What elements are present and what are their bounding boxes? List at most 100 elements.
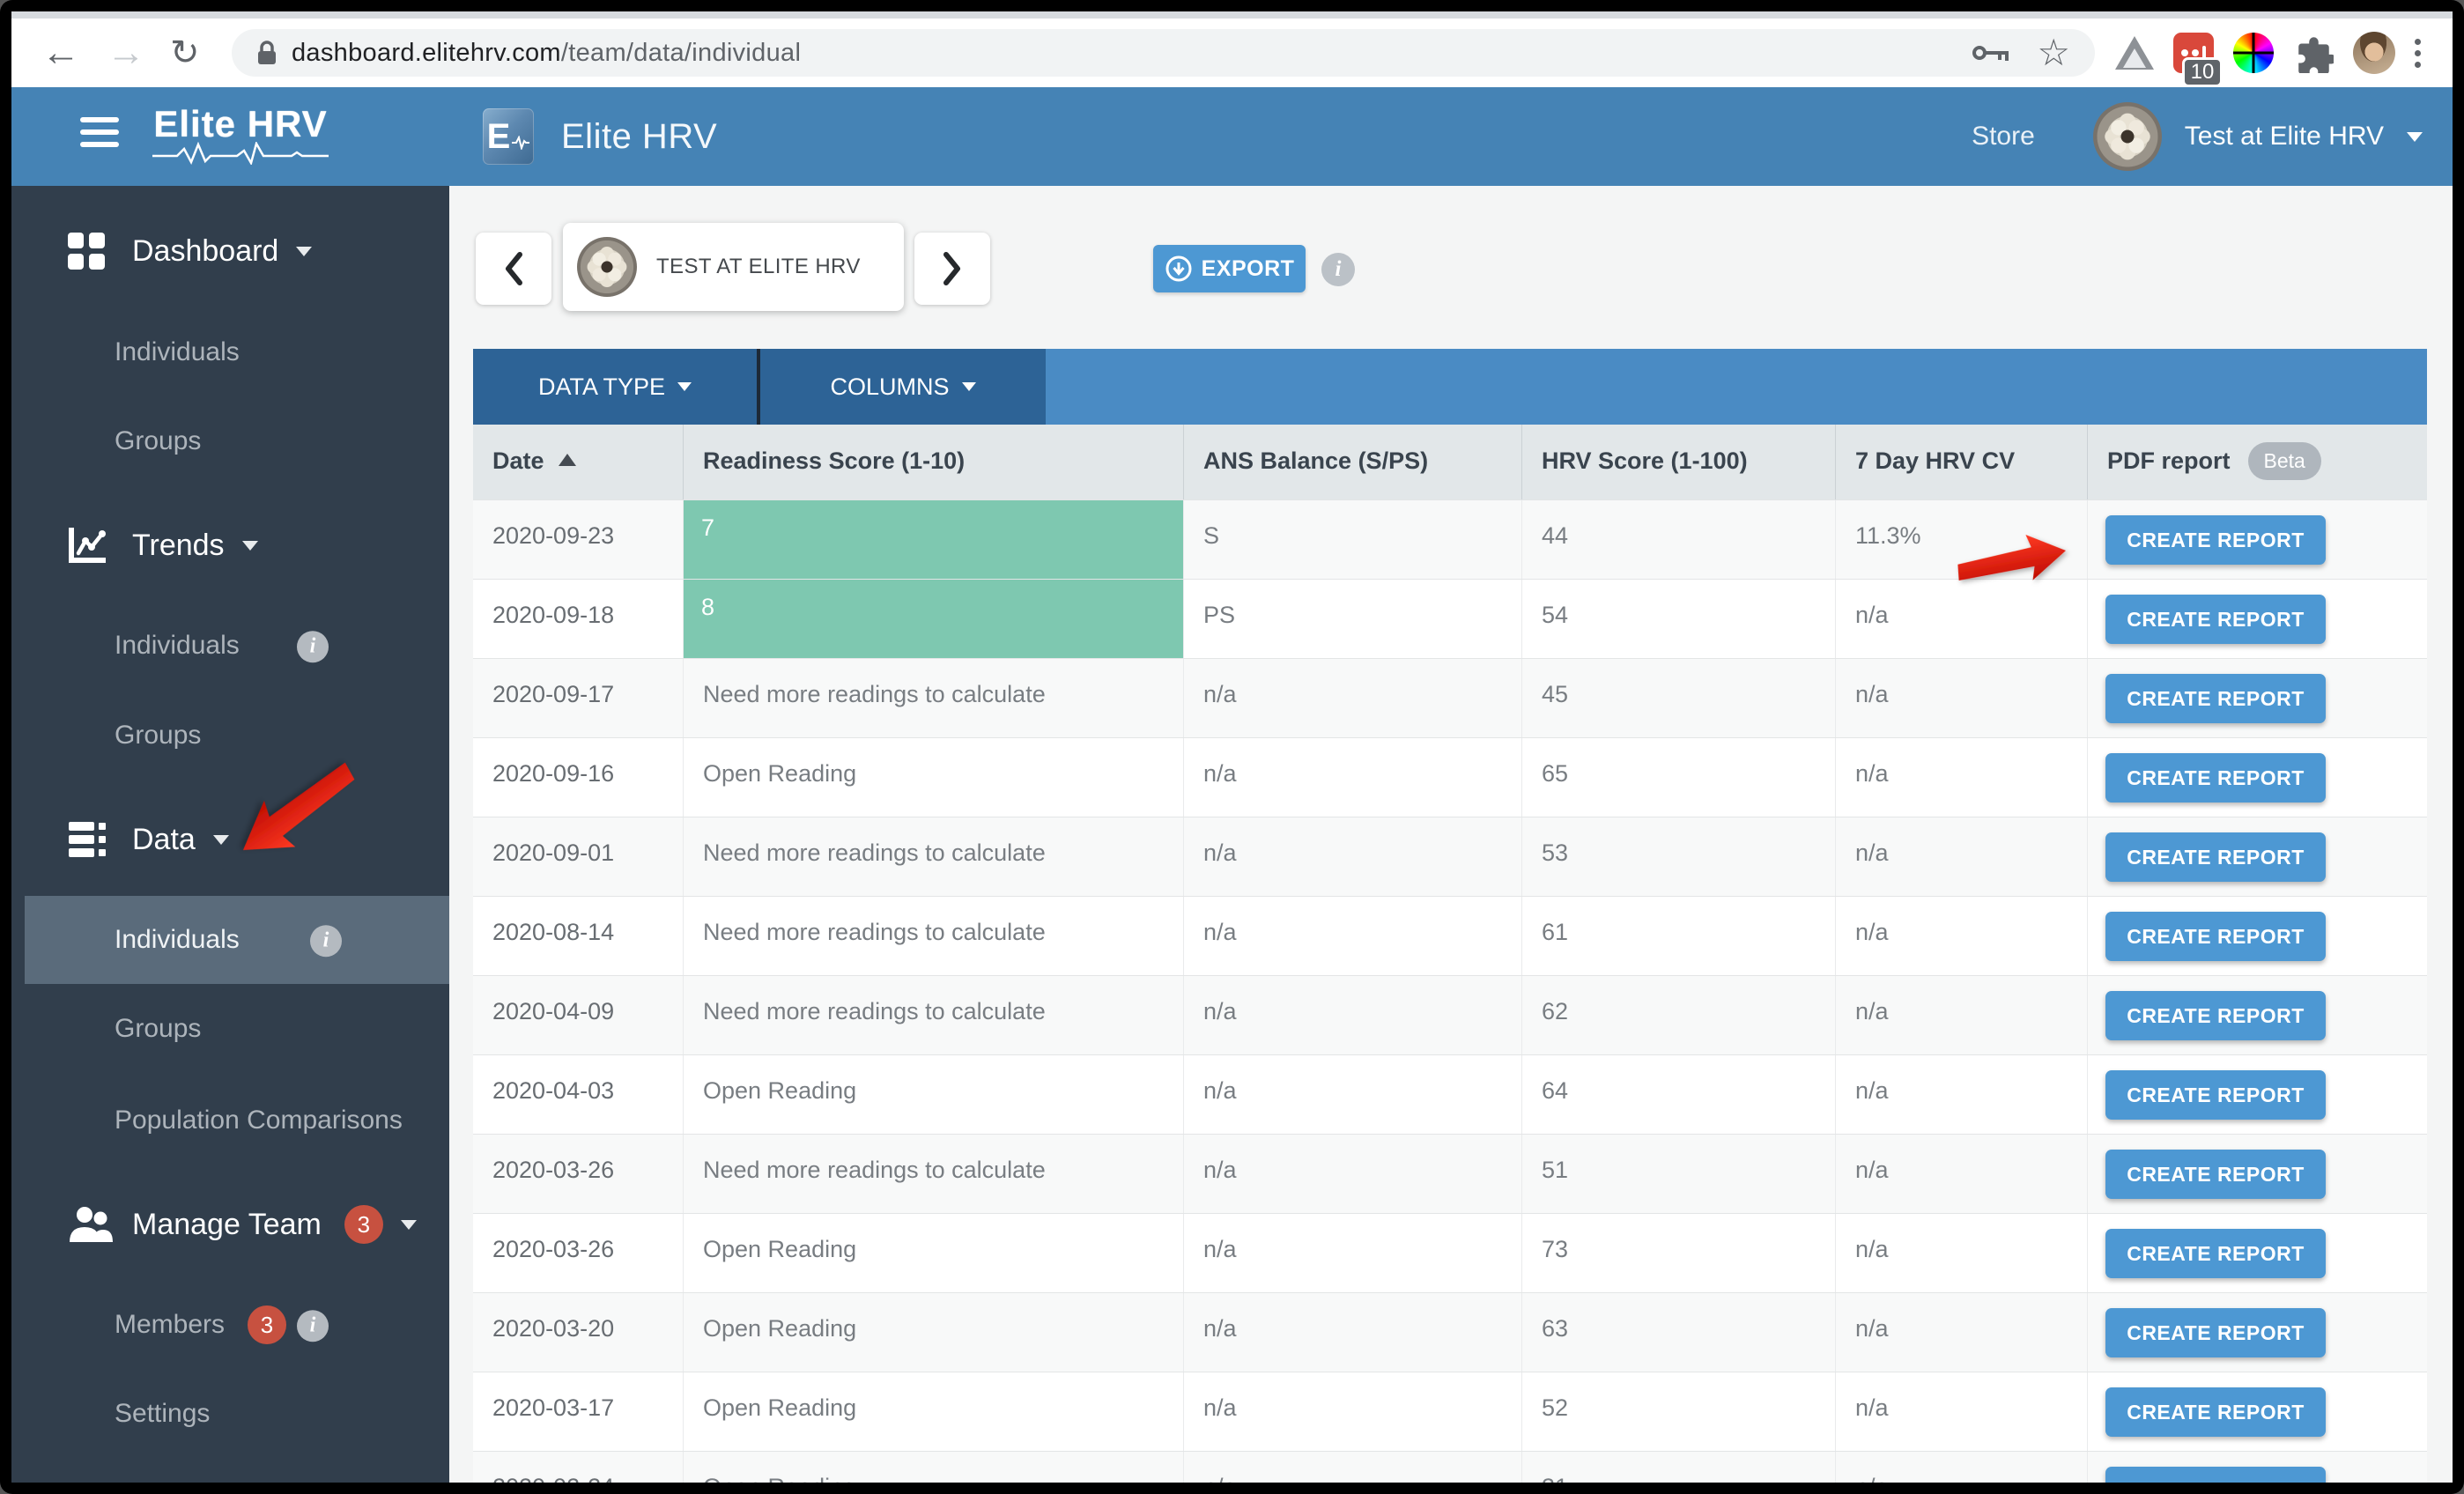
sidebar-item-individuals[interactable]: Individuals i bbox=[11, 602, 449, 690]
create-report-button[interactable]: CREATE REPORT bbox=[2105, 912, 2326, 961]
url-domain: dashboard.elitehrv.com bbox=[292, 38, 561, 67]
cell-pdf-report: CREATE REPORT bbox=[2088, 1135, 2427, 1213]
count-badge: 3 bbox=[248, 1305, 287, 1344]
sidebar-item-members[interactable]: Members 3 i bbox=[11, 1281, 449, 1369]
sidebar-item-trends[interactable]: Trends bbox=[11, 501, 449, 589]
table-row: 2020-09-16 Open Reading n/a 65 n/a CREAT… bbox=[473, 737, 2427, 817]
info-icon[interactable]: i bbox=[297, 629, 329, 662]
create-report-button[interactable]: CREATE REPORT bbox=[2105, 1070, 2326, 1120]
export-button[interactable]: EXPORT bbox=[1153, 245, 1306, 292]
column-header-pdf-report[interactable]: PDF report Beta bbox=[2088, 425, 2427, 499]
cell-date: 2020-09-16 bbox=[473, 738, 684, 817]
cell-hrv-score: 73 bbox=[1522, 1214, 1836, 1292]
cell-pdf-report: CREATE REPORT bbox=[2088, 659, 2427, 737]
create-report-button[interactable]: CREATE REPORT bbox=[2105, 674, 2326, 723]
cell-ans-balance: n/a bbox=[1184, 897, 1522, 975]
store-link[interactable]: Store bbox=[1972, 122, 2035, 151]
column-header-readiness[interactable]: Readiness Score (1-10) bbox=[684, 425, 1184, 499]
column-header-ans-balance[interactable]: ANS Balance (S/PS) bbox=[1184, 425, 1522, 499]
account-avatar[interactable] bbox=[2092, 102, 2162, 171]
columns-dropdown[interactable]: COLUMNS bbox=[760, 349, 1046, 425]
sidebar-item-settings[interactable]: Settings bbox=[11, 1370, 449, 1458]
account-caret-icon[interactable] bbox=[2407, 131, 2423, 142]
table-row: 2020-03-17 Open Reading n/a 52 n/a CREAT… bbox=[473, 1372, 2427, 1451]
password-key-icon[interactable] bbox=[1972, 42, 2010, 63]
column-header-date[interactable]: Date bbox=[473, 425, 684, 499]
sidebar-item-population-comparisons[interactable]: Population Comparisons bbox=[11, 1076, 449, 1165]
cell-date: 2020-04-03 bbox=[473, 1055, 684, 1134]
cell-ans-balance: n/a bbox=[1184, 659, 1522, 737]
table-row: 2020-03-20 Open Reading n/a 63 n/a CREAT… bbox=[473, 1292, 2427, 1372]
hamburger-menu-icon[interactable] bbox=[80, 117, 119, 154]
create-report-button[interactable]: CREATE REPORT bbox=[2105, 832, 2326, 882]
account-menu[interactable]: Test at Elite HRV bbox=[2184, 122, 2384, 151]
toolbar-divider bbox=[757, 349, 760, 425]
cell-7day-hrv-cv: n/a bbox=[1836, 580, 2088, 658]
create-report-button[interactable]: CREATE REPORT bbox=[2105, 991, 2326, 1040]
create-report-button[interactable]: CREATE REPORT bbox=[2105, 515, 2326, 565]
create-report-button[interactable]: CREATE REPORT bbox=[2105, 1387, 2326, 1437]
previous-person-button[interactable] bbox=[476, 233, 551, 305]
data-type-label: DATA TYPE bbox=[537, 373, 666, 400]
column-header-hrv-score[interactable]: HRV Score (1-100) bbox=[1522, 425, 1836, 499]
cell-readiness-score: Open Reading bbox=[684, 1452, 1184, 1483]
chevron-left-icon bbox=[506, 252, 522, 285]
brand-logo[interactable]: Elite HRV bbox=[152, 103, 329, 165]
browser-profile-avatar[interactable] bbox=[2353, 32, 2395, 74]
address-bar[interactable]: dashboard.elitehrv.com/team/data/individ… bbox=[232, 29, 2095, 77]
cell-7day-hrv-cv: n/a bbox=[1836, 897, 2088, 975]
table-row: 2020-03-26 Open Reading n/a 73 n/a CREAT… bbox=[473, 1213, 2427, 1292]
table-header-row: Date Readiness Score (1-10) ANS Balance … bbox=[473, 425, 2427, 499]
cell-hrv-score: 62 bbox=[1522, 976, 1836, 1054]
sidebar-item-individuals[interactable]: Individuals bbox=[11, 308, 449, 396]
cell-ans-balance: n/a bbox=[1184, 976, 1522, 1054]
sidebar-item-label: Members bbox=[115, 1310, 226, 1339]
create-report-button[interactable]: CREATE REPORT bbox=[2105, 1150, 2326, 1199]
browser-menu-icon[interactable] bbox=[2415, 38, 2421, 68]
drive-extension-icon[interactable] bbox=[2115, 36, 2154, 70]
browser-forward-icon[interactable]: → bbox=[107, 31, 145, 74]
sidebar-item-groups[interactable]: Groups bbox=[11, 692, 449, 780]
red-extension-icon[interactable]: 10 bbox=[2173, 33, 2223, 87]
download-icon bbox=[1165, 255, 1192, 282]
bookmark-star-icon[interactable]: ☆ bbox=[2037, 32, 2070, 73]
create-report-button[interactable]: CREATE REPORT bbox=[2105, 1467, 2326, 1483]
create-report-button[interactable]: CREATE REPORT bbox=[2105, 595, 2326, 644]
export-info-icon[interactable]: i bbox=[1321, 253, 1355, 286]
cell-7day-hrv-cv: n/a bbox=[1836, 1293, 2088, 1372]
cell-pdf-report: CREATE REPORT bbox=[2088, 580, 2427, 658]
sidebar-item-individuals[interactable]: Individuals i bbox=[25, 896, 449, 984]
sidebar-item-groups[interactable]: Groups bbox=[11, 985, 449, 1073]
cell-7day-hrv-cv: n/a bbox=[1836, 1135, 2088, 1213]
create-report-button[interactable]: CREATE REPORT bbox=[2105, 753, 2326, 802]
column-header-7day-cv[interactable]: 7 Day HRV CV bbox=[1836, 425, 2088, 499]
browser-reload-icon[interactable]: ↻ bbox=[170, 33, 200, 72]
sidebar-item-dashboard[interactable]: Dashboard bbox=[11, 207, 449, 295]
create-report-button[interactable]: CREATE REPORT bbox=[2105, 1308, 2326, 1357]
cell-date: 2020-03-20 bbox=[473, 1293, 684, 1372]
cell-7day-hrv-cv: n/a bbox=[1836, 738, 2088, 817]
cell-date: 2020-03-26 bbox=[473, 1214, 684, 1292]
info-icon[interactable]: i bbox=[310, 923, 342, 957]
sidebar-item-label: Trends bbox=[132, 528, 225, 562]
create-report-button[interactable]: CREATE REPORT bbox=[2105, 1229, 2326, 1278]
cell-ans-balance: S bbox=[1184, 500, 1522, 579]
extensions-puzzle-icon[interactable] bbox=[2293, 33, 2334, 73]
cell-hrv-score: 52 bbox=[1522, 1372, 1836, 1451]
window-top-strip bbox=[11, 11, 2453, 18]
next-person-button[interactable] bbox=[914, 233, 990, 305]
sidebar-item-manage-team[interactable]: Manage Team 3 bbox=[11, 1180, 449, 1268]
color-wheel-extension-icon[interactable] bbox=[2233, 33, 2274, 73]
beta-badge: Beta bbox=[2247, 442, 2321, 480]
info-icon[interactable]: i bbox=[297, 1308, 329, 1342]
table-row: 2020-03-26 Need more readings to calcula… bbox=[473, 1134, 2427, 1213]
sidebar-item-label: Population Comparisons bbox=[115, 1106, 403, 1135]
data-type-dropdown[interactable]: DATA TYPE bbox=[473, 349, 757, 425]
sidebar-item-label: Manage Team bbox=[132, 1207, 322, 1241]
sidebar-item-data[interactable]: Data bbox=[11, 795, 449, 884]
cell-7day-hrv-cv: 11.3% bbox=[1836, 500, 2088, 579]
person-selector-chip[interactable]: TEST AT ELITE HRV bbox=[563, 223, 904, 311]
sidebar-item-groups[interactable]: Groups bbox=[11, 397, 449, 485]
browser-back-icon[interactable]: ← bbox=[41, 31, 80, 74]
cell-pdf-report: CREATE REPORT bbox=[2088, 1293, 2427, 1372]
